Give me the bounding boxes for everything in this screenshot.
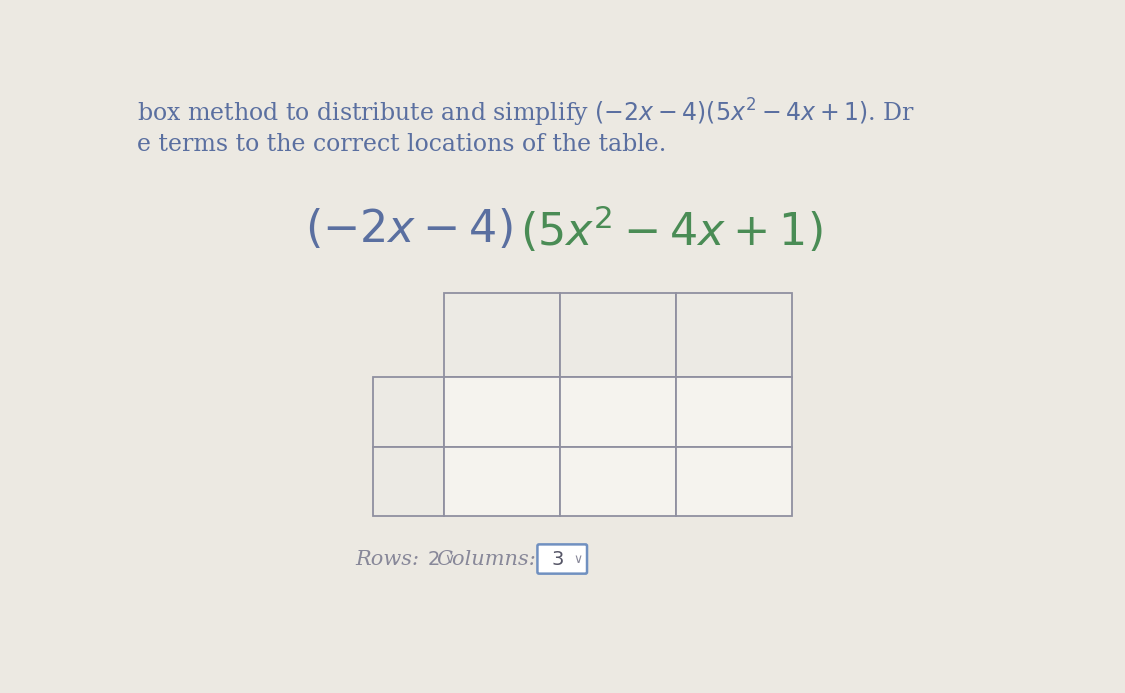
Bar bbox=[374, 446, 444, 516]
FancyBboxPatch shape bbox=[538, 545, 587, 574]
Bar bbox=[444, 446, 560, 516]
Text: box method to distribute and simplify $(-2x-4)(5x^2-4x+1)$. Dr: box method to distribute and simplify $(… bbox=[137, 96, 915, 128]
Bar bbox=[560, 377, 676, 446]
Text: $(-2x-4)$: $(-2x-4)$ bbox=[305, 207, 513, 252]
Bar bbox=[560, 292, 676, 377]
Bar bbox=[444, 292, 560, 377]
Bar bbox=[374, 377, 444, 446]
Bar bbox=[676, 292, 792, 377]
Text: e terms to the correct locations of the table.: e terms to the correct locations of the … bbox=[137, 133, 666, 156]
Bar bbox=[444, 377, 560, 446]
Text: Columns:: Columns: bbox=[436, 550, 536, 568]
Bar bbox=[676, 446, 792, 516]
Text: ∨: ∨ bbox=[573, 552, 583, 565]
Bar bbox=[560, 446, 676, 516]
Text: 2: 2 bbox=[428, 550, 440, 568]
Text: 3: 3 bbox=[551, 550, 564, 568]
Text: Rows:: Rows: bbox=[356, 550, 420, 568]
Text: $(5x^2-4x+1)$: $(5x^2-4x+1)$ bbox=[521, 204, 824, 255]
Bar bbox=[676, 377, 792, 446]
Text: ∨: ∨ bbox=[444, 552, 454, 566]
